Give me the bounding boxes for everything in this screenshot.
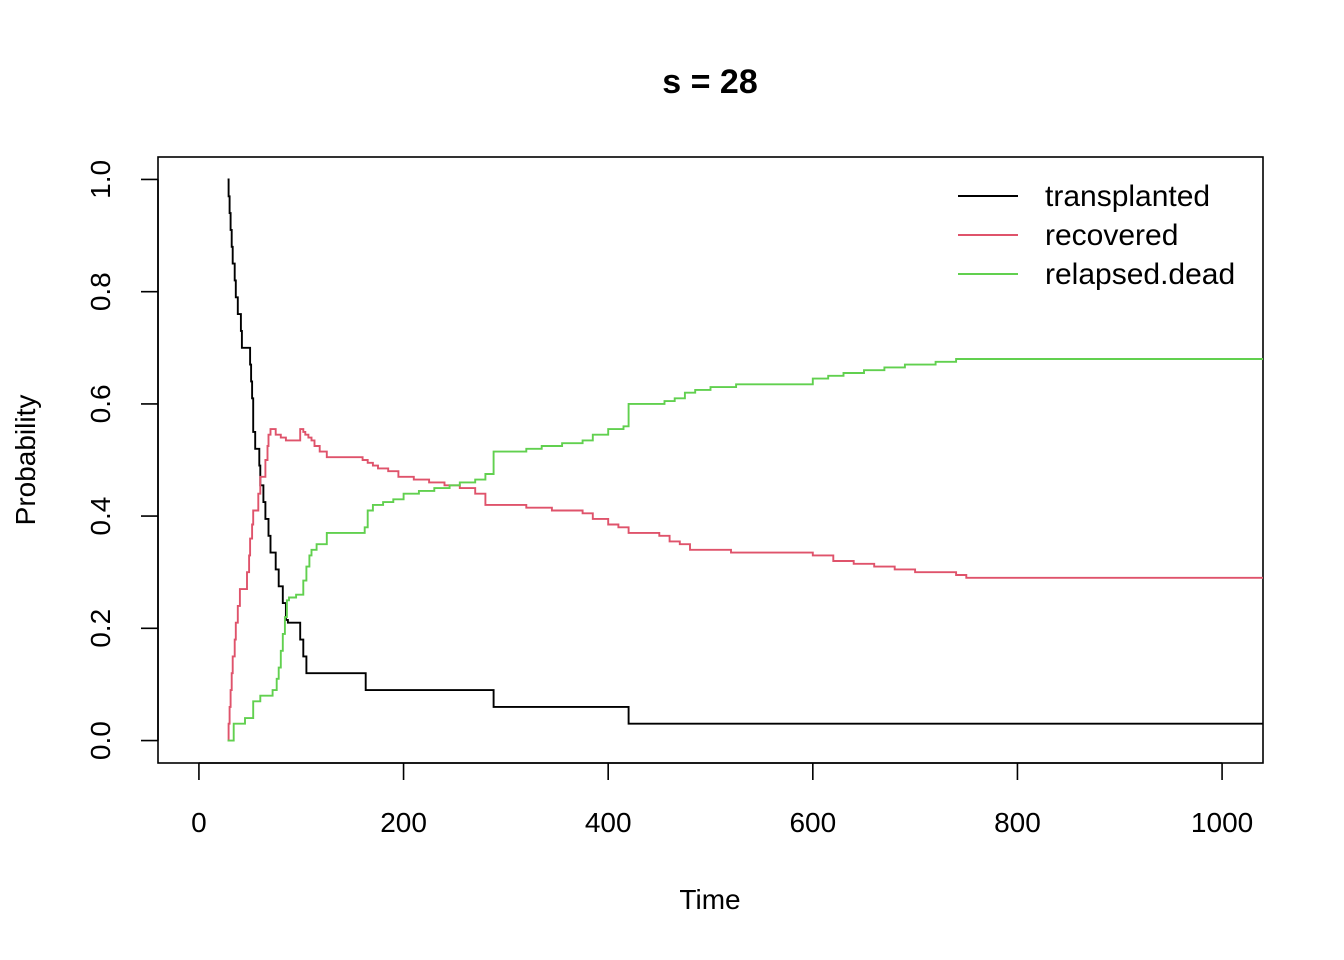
y-tick-label: 0.8 (85, 272, 116, 311)
x-axis: 0 200 400 600 800 1000 (191, 762, 1253, 838)
x-tick-label: 1000 (1191, 807, 1253, 838)
y-tick-label: 0.4 (85, 497, 116, 536)
y-tick-label: 0.0 (85, 721, 116, 760)
series-line-recovered (227, 428, 1263, 742)
series-layer (227, 178, 1263, 742)
series-line-relapsed-dead (227, 358, 1263, 742)
y-tick-label: 0.2 (85, 609, 116, 648)
x-tick-label: 400 (585, 807, 632, 838)
y-tick-label: 0.6 (85, 384, 116, 423)
y-tick-label: 1.0 (85, 160, 116, 199)
legend-label-transplanted: transplanted (1045, 180, 1210, 213)
chart-title: s = 28 (662, 63, 757, 101)
x-axis-label: Time (679, 884, 740, 915)
y-axis-label: Probability (10, 395, 41, 526)
series-line-transplanted (227, 178, 1263, 725)
y-axis: 0.0 0.2 0.4 0.6 0.8 1.0 (85, 160, 159, 760)
legend: transplanted recovered relapsed.dead (958, 180, 1235, 291)
x-tick-label: 0 (191, 807, 207, 838)
x-tick-label: 200 (380, 807, 427, 838)
x-tick-label: 800 (994, 807, 1041, 838)
legend-label-recovered: recovered (1045, 219, 1178, 252)
x-tick-label: 600 (789, 807, 836, 838)
legend-label-relapsed-dead: relapsed.dead (1045, 258, 1235, 291)
